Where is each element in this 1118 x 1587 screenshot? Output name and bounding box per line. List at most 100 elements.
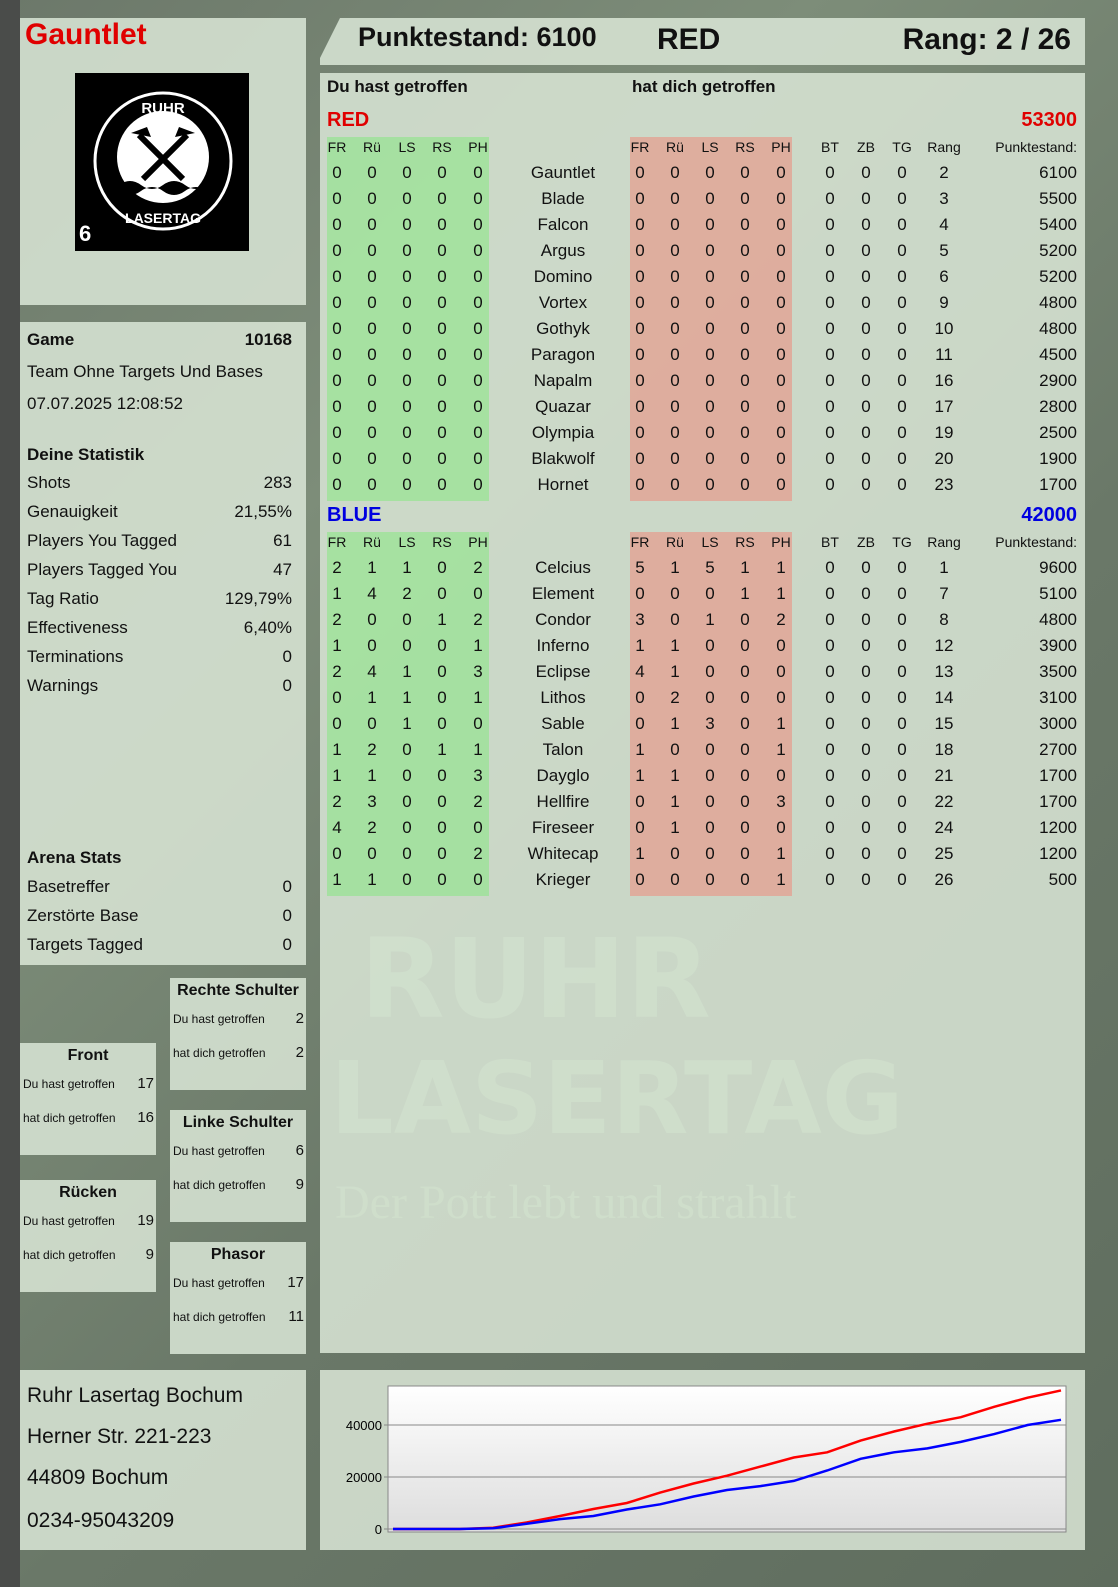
stat-cell: 0 (825, 475, 835, 494)
stat-cell: 0 (897, 584, 907, 603)
score-cell: 1200 (1039, 844, 1077, 863)
got-cell: 0 (776, 189, 786, 208)
hit-cell: 0 (437, 844, 447, 863)
stat-cell: 0 (897, 636, 907, 655)
arena-value: 0 (282, 935, 292, 954)
stat-cell: 0 (861, 241, 871, 260)
zone-got-label: hat dich getroffen (173, 1178, 266, 1192)
hit-cell: 2 (332, 662, 342, 681)
hit-cell: 0 (473, 475, 483, 494)
stat-cell: 0 (825, 345, 835, 364)
got-cell: 0 (670, 870, 680, 889)
hit-cell: 0 (473, 423, 483, 442)
stat-cell: 0 (861, 818, 871, 837)
got-cell: 0 (670, 371, 680, 390)
got-cell: 5 (635, 558, 645, 577)
hit-cell: 0 (473, 241, 483, 260)
got-cell: 0 (740, 319, 750, 338)
zone-hit-value: 17 (287, 1274, 304, 1291)
hit-cell: 0 (473, 449, 483, 468)
stat-label: Shots (27, 473, 71, 492)
hit-cell: 0 (437, 423, 447, 442)
column-header: LS (701, 139, 719, 155)
game-info-panel: Game 10168 Team Ohne Targets Und Bases 07… (20, 322, 306, 965)
hit-cell: 2 (473, 844, 483, 863)
y-tick-label: 0 (375, 1522, 382, 1537)
got-cell: 0 (635, 345, 645, 364)
zone-got-value: 9 (295, 1176, 304, 1193)
got-cell: 0 (740, 163, 750, 182)
got-cell: 0 (740, 714, 750, 733)
chart-panel: 0 20000 40000 (320, 1370, 1085, 1550)
score-cell: 1700 (1039, 766, 1077, 785)
hit-cell: 0 (402, 636, 412, 655)
hit-cell: 0 (437, 636, 447, 655)
left-strip (0, 0, 20, 1587)
got-cell: 0 (635, 449, 645, 468)
stat-cell: 0 (897, 766, 907, 785)
stat-value: 21,55% (234, 502, 292, 521)
stat-cell: 0 (825, 241, 835, 260)
player-name: Quazar (535, 397, 591, 416)
stat-label: Players Tagged You (27, 560, 177, 579)
player-name: Fireseer (531, 818, 595, 837)
got-cell: 0 (635, 714, 645, 733)
stat-label: Tag Ratio (27, 589, 99, 608)
hit-cell: 0 (473, 293, 483, 312)
got-cell: 0 (776, 267, 786, 286)
got-cell: 0 (670, 345, 680, 364)
zone-title: Phasor (210, 1246, 266, 1263)
stat-cell: 0 (897, 475, 907, 494)
got-columns-bg (630, 532, 792, 896)
got-cell: 0 (635, 371, 645, 390)
zone-title: Rücken (59, 1184, 117, 1201)
stats-title: Deine Statistik (27, 445, 145, 464)
rank-cell: 6 (939, 267, 949, 286)
hit-cell: 1 (367, 688, 377, 707)
stat-value: 0 (282, 676, 292, 695)
got-cell: 0 (740, 844, 750, 863)
hit-cell: 0 (437, 215, 447, 234)
column-header: Rü (666, 139, 684, 155)
hit-cell: 0 (402, 241, 412, 260)
got-cell: 0 (635, 584, 645, 603)
got-cell: 0 (740, 818, 750, 837)
rank-cell: 26 (934, 870, 954, 889)
hit-cell: 0 (437, 241, 447, 260)
hit-cell: 0 (402, 397, 412, 416)
hit-cell: 0 (402, 371, 412, 390)
stat-cell: 0 (861, 688, 871, 707)
stat-cell: 0 (861, 740, 871, 759)
got-cell: 0 (705, 397, 715, 416)
hit-columns-bg (327, 532, 489, 896)
rank-cell: 13 (934, 662, 954, 681)
hit-cell: 0 (332, 319, 342, 338)
hit-cell: 1 (437, 610, 447, 629)
got-cell: 0 (670, 163, 680, 182)
hit-cell: 0 (367, 371, 377, 390)
zone-hit-value: 19 (137, 1212, 154, 1229)
got-cell: 1 (776, 558, 786, 577)
got-cell: 0 (740, 371, 750, 390)
hit-cell: 0 (437, 792, 447, 811)
column-header: PH (468, 139, 488, 155)
team-label: RED (657, 23, 721, 56)
rank-cell: 19 (934, 423, 954, 442)
hit-cell: 0 (332, 241, 342, 260)
got-cell: 1 (670, 662, 680, 681)
got-cell: 0 (705, 766, 715, 785)
hit-cell: 0 (473, 163, 483, 182)
hit-cell: 0 (332, 397, 342, 416)
got-cell: 0 (635, 163, 645, 182)
player-name: Argus (540, 241, 586, 260)
got-cell: 0 (705, 449, 715, 468)
got-cell: 0 (705, 844, 715, 863)
player-name: Whitecap (527, 844, 599, 863)
got-cell: 0 (740, 792, 750, 811)
got-cell: 0 (776, 215, 786, 234)
hit-cell: 0 (402, 475, 412, 494)
hit-cell: 0 (473, 397, 483, 416)
stat-row: Genauigkeit 21,55% (27, 502, 292, 522)
got-cell: 0 (635, 475, 645, 494)
zone-hit-label: Du hast getroffen (23, 1214, 115, 1228)
